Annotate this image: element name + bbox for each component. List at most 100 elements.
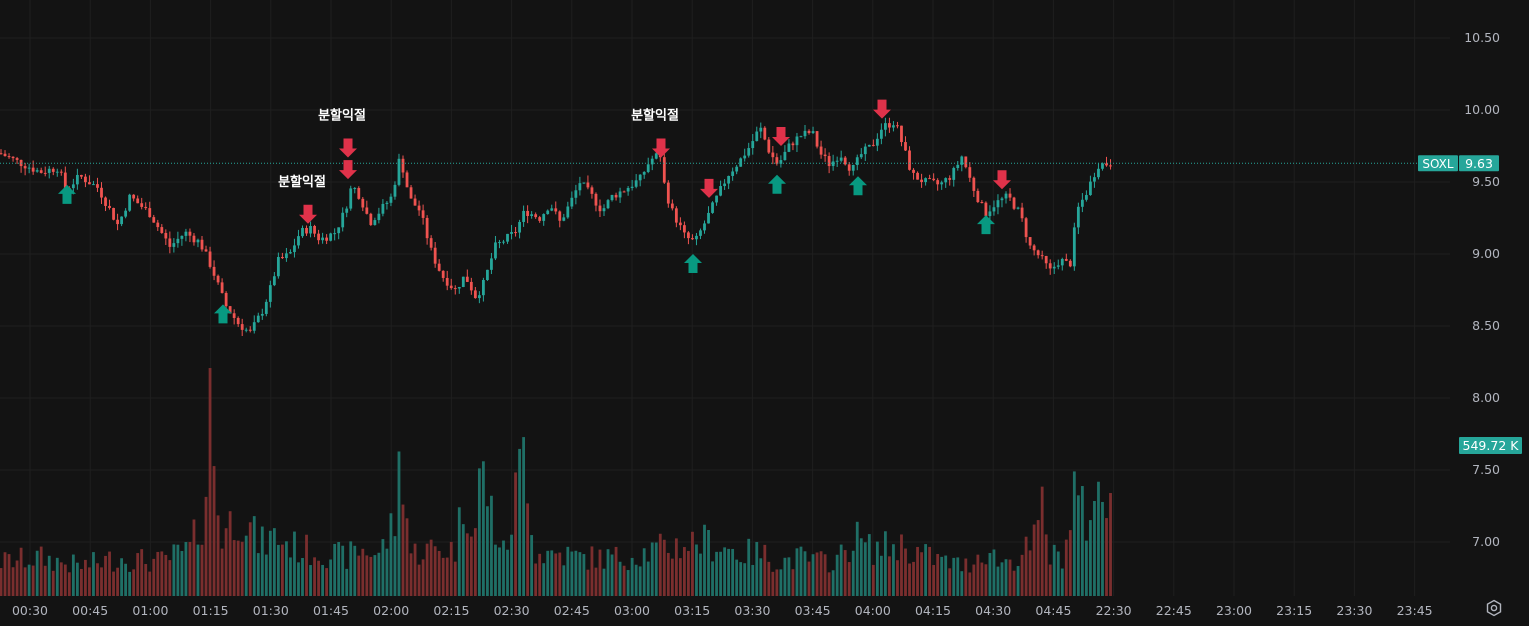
candles: [0, 117, 1112, 336]
candle-body: [755, 131, 759, 142]
candle-body: [317, 233, 320, 241]
candle-body: [956, 164, 960, 169]
candle-body: [204, 249, 208, 252]
candle-body: [482, 279, 485, 296]
volume-bar: [538, 553, 542, 596]
candle-body: [208, 251, 212, 267]
volume-bar: [490, 495, 493, 596]
volume-bar: [329, 559, 333, 596]
volume-bar: [920, 552, 923, 596]
volume-bar: [839, 544, 843, 596]
volume-bar: [276, 544, 280, 596]
volume-bar: [666, 552, 670, 596]
volume-bar: [739, 562, 743, 596]
volume-bar: [337, 541, 341, 596]
candle-body: [920, 179, 923, 183]
chart-settings-icon[interactable]: [1485, 599, 1503, 617]
volume-bar: [787, 557, 791, 596]
y-tick-label: 9.50: [1472, 174, 1500, 189]
candle-body: [293, 245, 296, 253]
candle-body: [1036, 250, 1040, 256]
volume-badge: 549.72 K: [1459, 437, 1522, 454]
candle-body: [7, 156, 11, 158]
candle-body: [156, 222, 160, 228]
volume-bar: [385, 548, 389, 596]
candle-body: [1028, 237, 1032, 246]
volume-bar: [124, 563, 128, 596]
candle-body: [1016, 207, 1020, 209]
candle-body: [843, 157, 847, 165]
volume-bar: [325, 568, 329, 596]
volume-bar: [389, 513, 393, 596]
sell-arrow-icon: [700, 178, 718, 198]
volume-bar: [1032, 524, 1036, 596]
candle-body: [461, 276, 465, 288]
candle-body: [140, 203, 144, 207]
volume-bar: [940, 556, 944, 596]
candle-body: [743, 155, 747, 159]
volume-bar: [783, 557, 787, 596]
volume-bar: [859, 538, 863, 596]
volume-bar: [84, 559, 87, 596]
candle-body: [224, 292, 228, 307]
volume-bar: [610, 554, 614, 596]
candle-body: [530, 214, 534, 217]
candle-body: [735, 166, 739, 172]
candle-body: [196, 239, 200, 243]
candle-body: [670, 203, 674, 209]
candle-body: [542, 214, 546, 221]
candle-body: [614, 194, 618, 198]
volume-bar: [674, 538, 678, 596]
volume-bar: [19, 547, 23, 596]
candle-body: [871, 144, 875, 146]
candle-body: [992, 207, 996, 212]
candle-body: [168, 238, 172, 247]
sell-arrow-icon: [299, 204, 317, 224]
volume-bar: [116, 567, 119, 596]
volume-bar: [807, 561, 811, 596]
x-tick-label: 23:30: [1336, 603, 1372, 618]
x-tick-label: 02:15: [433, 603, 469, 618]
volume-bar: [309, 565, 312, 596]
sell-arrow-icon: [873, 99, 891, 119]
candle-body: [441, 270, 445, 278]
volume-bar: [256, 553, 260, 596]
volume-bar: [1064, 539, 1068, 596]
price-badge[interactable]: SOXL 9.63: [1418, 155, 1499, 172]
candle-body: [707, 212, 710, 224]
candle-body: [550, 208, 554, 211]
volume-bar: [771, 571, 775, 596]
candle-body: [494, 242, 497, 259]
candle-body: [1044, 255, 1048, 264]
candle-body: [116, 219, 119, 225]
candle-body: [771, 152, 775, 158]
volume-bar: [964, 558, 968, 596]
volume-bar: [421, 559, 425, 596]
candle-body: [900, 125, 903, 143]
candle-body: [638, 174, 642, 181]
volume-bar: [457, 507, 461, 596]
candle-body: [59, 171, 63, 173]
volume-bar: [108, 551, 111, 596]
volume-bar: [811, 554, 815, 596]
candle-body: [831, 161, 835, 167]
candle-body: [1080, 199, 1084, 207]
volume-bar: [397, 451, 401, 596]
candle-body: [425, 217, 429, 239]
candle-body: [546, 210, 550, 215]
buy-arrow-icon: [977, 215, 995, 235]
signal-label: 분할익절: [631, 108, 679, 124]
x-tick-label: 03:00: [614, 603, 650, 618]
candle-body: [687, 232, 690, 239]
volume-bar: [212, 466, 216, 596]
volume-bar: [180, 551, 184, 596]
volume-bar: [453, 561, 457, 596]
volume-bar: [353, 545, 357, 596]
candle-body: [1105, 163, 1108, 166]
candle-body: [401, 158, 405, 173]
volume-bar: [751, 564, 755, 596]
volume-bar: [236, 540, 240, 596]
candle-body: [305, 227, 308, 234]
